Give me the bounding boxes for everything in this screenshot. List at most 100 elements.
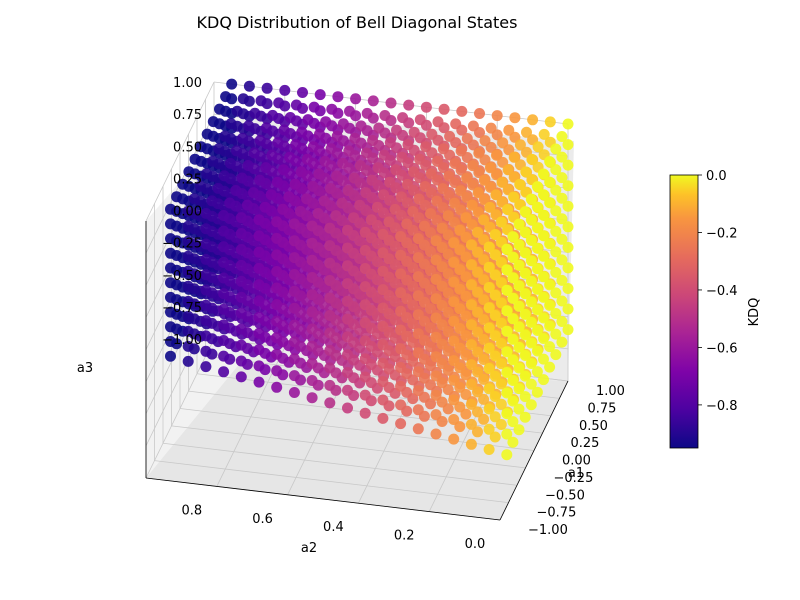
- scatter-point: [454, 264, 466, 276]
- scatter-point: [182, 265, 194, 277]
- scatter-point: [507, 292, 519, 304]
- scatter-point: [165, 203, 176, 215]
- scatter-point: [513, 239, 525, 251]
- scatter-point: [448, 197, 460, 209]
- a3-axis-label: a3: [77, 361, 93, 376]
- scatter-point: [526, 153, 538, 165]
- scatter-point: [483, 383, 495, 395]
- scatter-point: [254, 134, 266, 146]
- scatter-point: [448, 296, 460, 308]
- scatter-point: [200, 284, 212, 296]
- scatter-point: [519, 247, 531, 259]
- scatter-point: [514, 178, 526, 190]
- scatter-point: [472, 306, 483, 318]
- scatter-point: [430, 254, 442, 266]
- scatter-point: [395, 249, 407, 261]
- scatter-point: [448, 355, 460, 367]
- scatter-point: [550, 308, 562, 319]
- scatter-point: [465, 418, 477, 430]
- scatter-point: [307, 141, 319, 153]
- scatter-point: [301, 153, 313, 165]
- scatter-point: [531, 222, 543, 234]
- scatter-point: [324, 397, 336, 409]
- scatter-point: [544, 116, 556, 128]
- scatter-point: [550, 164, 562, 176]
- scatter-point: [377, 357, 389, 369]
- scatter-point: [253, 230, 265, 242]
- scatter-point: [253, 246, 265, 258]
- scatter-point: [562, 221, 574, 233]
- scatter-point: [538, 128, 550, 140]
- scatter-point: [395, 399, 407, 411]
- scatter-point: [507, 272, 519, 284]
- scatter-point: [483, 403, 495, 415]
- scatter-point: [377, 376, 389, 388]
- scatter-point: [525, 255, 537, 267]
- scatter-point: [348, 172, 360, 184]
- scatter-point: [396, 151, 408, 163]
- scatter-point: [342, 349, 353, 361]
- scatter-point: [491, 110, 503, 122]
- scatter-point: [556, 213, 568, 225]
- scatter-point: [562, 241, 574, 253]
- scatter-point: [320, 116, 332, 128]
- scatter-point: [200, 253, 212, 265]
- scatter-point: [472, 386, 483, 398]
- scatter-point: [450, 118, 462, 130]
- scatter-point: [324, 275, 336, 286]
- scatter-point: [556, 316, 568, 327]
- scatter-point: [430, 409, 442, 421]
- scatter-point: [432, 116, 444, 128]
- scatter-point: [324, 379, 336, 391]
- scatter-point: [426, 128, 438, 140]
- scatter-point: [235, 307, 247, 319]
- scatter-point: [165, 350, 176, 362]
- scatter-point: [306, 306, 318, 318]
- scatter-point: [478, 294, 490, 306]
- scatter-point: [224, 197, 236, 209]
- scatter-point: [496, 176, 508, 188]
- scatter-point: [513, 218, 525, 230]
- scatter-point: [325, 183, 336, 194]
- scatter-point: [342, 278, 353, 290]
- scatter-point: [525, 399, 537, 411]
- scatter-point: [507, 436, 519, 448]
- scatter-point: [266, 149, 278, 161]
- scatter-point: [402, 139, 414, 151]
- scatter-point: [501, 346, 513, 358]
- a2-axis-label: a2: [301, 541, 317, 556]
- scatter-point: [218, 170, 230, 182]
- scatter-point: [501, 305, 513, 317]
- scatter-point: [377, 265, 389, 277]
- scatter-point: [538, 189, 549, 201]
- scatter-point: [200, 238, 212, 250]
- scatter-point: [556, 233, 568, 245]
- scatter-point: [448, 394, 460, 406]
- scatter-point: [336, 197, 348, 209]
- scatter-point: [253, 214, 265, 226]
- scatter-point: [359, 244, 371, 256]
- scatter-point: [165, 306, 176, 318]
- scatter-point: [502, 204, 513, 215]
- scatter-point: [271, 332, 283, 344]
- scatter-point: [483, 423, 495, 435]
- scatter-point: [430, 428, 442, 440]
- a1-tick-label: −0.75: [537, 506, 577, 521]
- scatter-point: [448, 414, 460, 425]
- scatter-point: [272, 137, 284, 148]
- scatter-point: [218, 241, 230, 253]
- scatter-point: [501, 428, 513, 440]
- scatter-point: [420, 141, 432, 153]
- scatter-point: [237, 132, 249, 144]
- scatter-point: [200, 330, 212, 342]
- colorbar-tick-label: −0.2: [706, 226, 738, 241]
- scatter-point: [544, 299, 556, 311]
- scatter-point: [525, 275, 537, 287]
- scatter-point: [531, 263, 543, 275]
- scatter-point: [377, 394, 389, 406]
- scatter-point: [288, 285, 300, 297]
- scatter-point: [525, 358, 537, 369]
- scatter-point: [483, 261, 495, 273]
- scatter-point: [501, 243, 513, 255]
- scatter-point: [513, 300, 525, 312]
